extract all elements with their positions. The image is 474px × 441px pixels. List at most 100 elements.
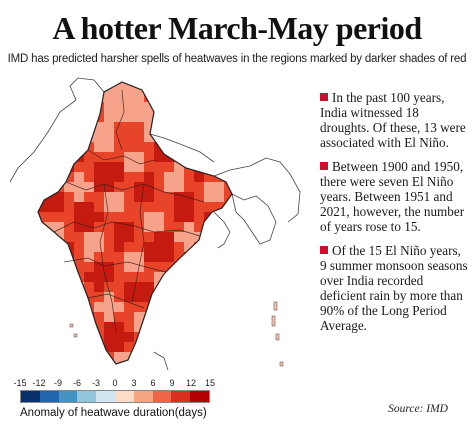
heat-cell — [294, 292, 304, 302]
heat-cell — [204, 352, 214, 362]
heat-cell — [194, 172, 204, 182]
heat-cell — [74, 362, 84, 364]
heat-cell — [4, 262, 14, 272]
heat-cell — [124, 322, 134, 332]
heat-cell — [54, 172, 64, 182]
heat-cell — [234, 282, 244, 292]
heat-cell — [284, 92, 294, 102]
heat-cell — [164, 222, 174, 232]
heat-cell — [144, 222, 154, 232]
heat-cell — [214, 122, 224, 132]
legend-tick-label: -12 — [32, 378, 46, 388]
heat-cell — [284, 282, 294, 292]
heat-cell — [234, 232, 244, 242]
heat-cell — [194, 232, 204, 242]
heat-cell — [38, 252, 44, 262]
heat-cell — [74, 352, 84, 362]
heat-cell — [38, 182, 44, 192]
heat-cell — [4, 352, 14, 362]
heat-cell — [54, 222, 64, 232]
heat-cell — [44, 162, 54, 172]
heat-cell — [184, 142, 194, 152]
heat-cell — [154, 262, 164, 272]
heat-cell — [244, 312, 254, 322]
heat-cell — [144, 352, 154, 362]
heat-cell — [104, 142, 114, 152]
heat-cell — [254, 302, 264, 312]
heat-cell — [54, 332, 64, 342]
heat-cell — [124, 172, 134, 182]
heat-cell — [234, 212, 244, 222]
heat-cell — [14, 242, 24, 252]
heat-cell — [24, 142, 34, 152]
heat-cell — [264, 132, 274, 142]
heat-cell — [284, 302, 294, 312]
heat-cell — [244, 232, 254, 242]
heat-cell — [104, 292, 114, 302]
heat-cell — [24, 92, 34, 102]
heat-cell — [124, 92, 134, 102]
heat-cell — [4, 312, 14, 322]
heat-cell — [44, 352, 54, 362]
heat-cell — [4, 202, 14, 212]
heat-cell — [204, 342, 214, 352]
heat-cell — [244, 182, 254, 192]
heat-cell — [64, 212, 74, 222]
heat-cell — [94, 312, 104, 322]
heat-cell — [114, 212, 124, 222]
heat-cell — [144, 142, 154, 152]
heat-cell — [24, 162, 34, 172]
heat-cell — [124, 142, 134, 152]
heat-cell — [164, 122, 174, 132]
heat-cell — [4, 242, 14, 252]
heat-cell — [244, 342, 254, 352]
heat-cell — [254, 102, 264, 112]
heat-cell — [124, 202, 134, 212]
heat-cell — [84, 322, 94, 332]
heat-cell — [94, 202, 104, 212]
heat-cell — [254, 252, 264, 262]
heat-cell — [134, 322, 144, 332]
heat-cell — [144, 242, 154, 252]
heat-cell — [204, 192, 214, 202]
heat-cell — [274, 72, 284, 82]
heat-cell — [4, 322, 14, 332]
heat-cell — [214, 132, 224, 142]
heat-cell — [4, 122, 14, 132]
heat-cell — [274, 162, 284, 172]
heat-cell — [194, 252, 204, 262]
heat-cell — [234, 132, 244, 142]
heat-cell — [64, 362, 74, 364]
heat-cell — [144, 292, 154, 302]
heat-cell — [244, 142, 254, 152]
heat-cell — [224, 272, 232, 282]
heat-cell — [84, 92, 94, 102]
heat-cell — [54, 82, 64, 92]
page-subtitle: IMD has predicted harsher spells of heat… — [7, 53, 467, 65]
heat-cell — [38, 332, 44, 342]
heat-cell — [204, 272, 214, 282]
heat-cell — [114, 222, 124, 232]
heat-cell — [284, 112, 294, 122]
heat-cell — [14, 262, 24, 272]
heat-cell — [284, 352, 294, 362]
heat-cell — [134, 252, 144, 262]
heat-cell — [204, 242, 214, 252]
heat-cell — [244, 272, 254, 282]
heat-cell — [38, 192, 44, 202]
heat-cell — [44, 362, 54, 364]
heat-cell — [164, 202, 174, 212]
fact-text: In the past 100 years, India witnessed 1… — [320, 90, 466, 150]
heat-cell — [38, 242, 44, 252]
heat-cell — [244, 172, 254, 182]
heat-cell — [154, 292, 164, 302]
heat-cell — [94, 192, 104, 202]
heat-cell — [284, 72, 294, 82]
heat-cell — [164, 252, 174, 262]
heat-cell — [174, 112, 184, 122]
heat-cell — [144, 322, 154, 332]
color-legend: -15 -12 -9 -6 -3 0 3 6 9 12 15 Anomaly of heatwave… — [13, 378, 215, 419]
heat-cell — [74, 262, 84, 272]
heat-cell — [114, 332, 124, 342]
heat-cell — [274, 172, 284, 182]
